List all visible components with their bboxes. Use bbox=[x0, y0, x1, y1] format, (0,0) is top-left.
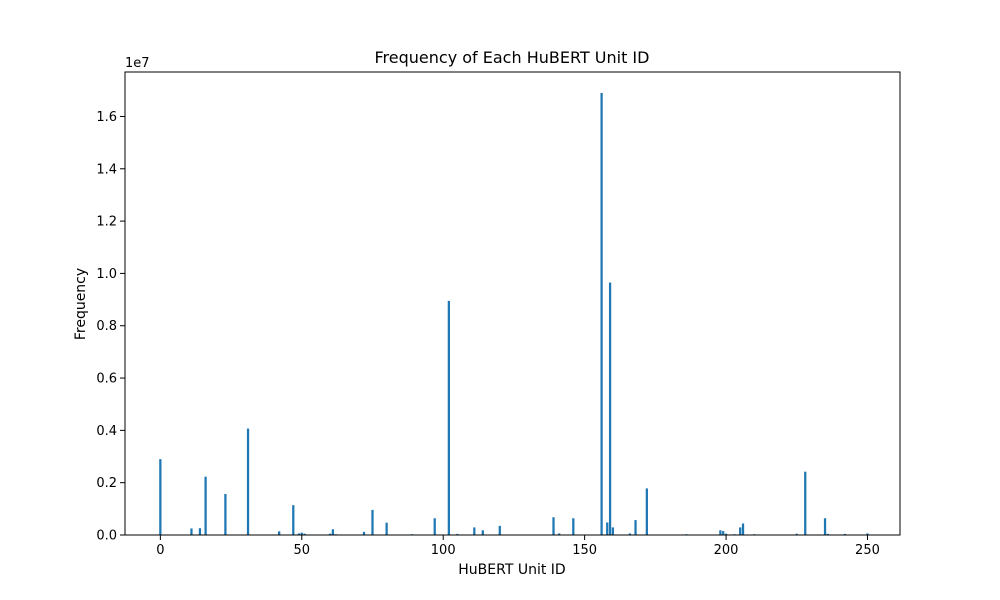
y-tick-label: 0.2 bbox=[96, 476, 117, 491]
bar-unit-72 bbox=[362, 531, 366, 535]
bar-unit-51 bbox=[303, 533, 306, 535]
bar-unit-75 bbox=[371, 509, 374, 535]
x-tick-label: 250 bbox=[855, 543, 880, 558]
y-tick-label: 0.6 bbox=[96, 372, 117, 387]
bar-unit-49 bbox=[297, 533, 301, 535]
bar-unit-235 bbox=[823, 518, 827, 535]
y-scale-label: 1e7 bbox=[125, 56, 150, 71]
bars-group bbox=[159, 92, 869, 536]
bar-unit-160 bbox=[611, 527, 615, 535]
bar-unit-225 bbox=[795, 533, 798, 535]
bar-unit-199 bbox=[722, 531, 725, 535]
bar-unit-61 bbox=[331, 529, 335, 535]
bar-unit-80 bbox=[385, 522, 388, 535]
bar-unit-198 bbox=[719, 530, 722, 535]
bar-unit-31 bbox=[246, 428, 250, 535]
bar-unit-11 bbox=[190, 528, 193, 535]
bar-unit-159 bbox=[608, 282, 612, 535]
y-tick-label: 0.0 bbox=[96, 529, 117, 544]
bar-unit-42 bbox=[278, 531, 281, 535]
bar-unit-50 bbox=[300, 532, 303, 535]
bar-unit-168 bbox=[634, 520, 637, 535]
x-tick-label: 200 bbox=[714, 543, 739, 558]
y-tick-label: 1.0 bbox=[96, 267, 117, 282]
chart-title: Frequency of Each HuBERT Unit ID bbox=[375, 48, 650, 67]
x-tick-label: 100 bbox=[431, 543, 456, 558]
x-axis-ticks: 0 50 100 150 200 250 bbox=[156, 535, 880, 558]
y-tick-label: 1.2 bbox=[96, 215, 117, 230]
bar-unit-206 bbox=[741, 523, 745, 535]
bar-unit-139 bbox=[552, 517, 555, 535]
bar-unit-0 bbox=[159, 459, 162, 535]
bar-unit-105 bbox=[456, 533, 459, 535]
x-tick-label: 50 bbox=[294, 543, 311, 558]
bar-unit-228 bbox=[804, 471, 807, 535]
bar-unit-205 bbox=[739, 527, 742, 535]
bar-unit-60 bbox=[328, 533, 332, 535]
bar-unit-114 bbox=[481, 530, 484, 535]
bar-unit-172 bbox=[645, 488, 648, 535]
bar-unit-97 bbox=[433, 518, 436, 535]
bar-unit-158 bbox=[606, 522, 609, 535]
bar-unit-146 bbox=[572, 518, 575, 535]
y-tick-label: 0.4 bbox=[96, 424, 117, 439]
bar-unit-14 bbox=[198, 528, 202, 535]
bar-unit-200 bbox=[724, 533, 728, 535]
bar-unit-23 bbox=[224, 493, 227, 535]
bar-unit-166 bbox=[628, 533, 632, 535]
bar-unit-47 bbox=[292, 505, 295, 535]
bar-unit-16 bbox=[204, 476, 207, 535]
x-axis-label: HuBERT Unit ID bbox=[458, 562, 565, 578]
x-tick-label: 150 bbox=[572, 543, 597, 558]
y-tick-label: 1.4 bbox=[96, 162, 117, 177]
bar-unit-236 bbox=[826, 533, 829, 535]
x-tick-label: 0 bbox=[156, 543, 164, 558]
bar-unit-102 bbox=[447, 300, 450, 535]
bar-unit-111 bbox=[473, 527, 476, 535]
bar-unit-156 bbox=[600, 92, 603, 536]
bar-unit-242 bbox=[843, 533, 846, 535]
y-tick-label: 1.6 bbox=[96, 110, 117, 125]
plot-frame bbox=[124, 71, 901, 536]
y-axis-ticks: 0.0 0.2 0.4 0.6 0.8 1.0 1.2 1.4 1.6 bbox=[96, 110, 125, 544]
bar-unit-250 bbox=[866, 533, 869, 535]
bar-unit-120 bbox=[498, 525, 501, 535]
y-axis-label: Frequency bbox=[73, 268, 89, 340]
bar-unit-141 bbox=[558, 533, 561, 535]
y-tick-label: 0.8 bbox=[96, 319, 117, 334]
